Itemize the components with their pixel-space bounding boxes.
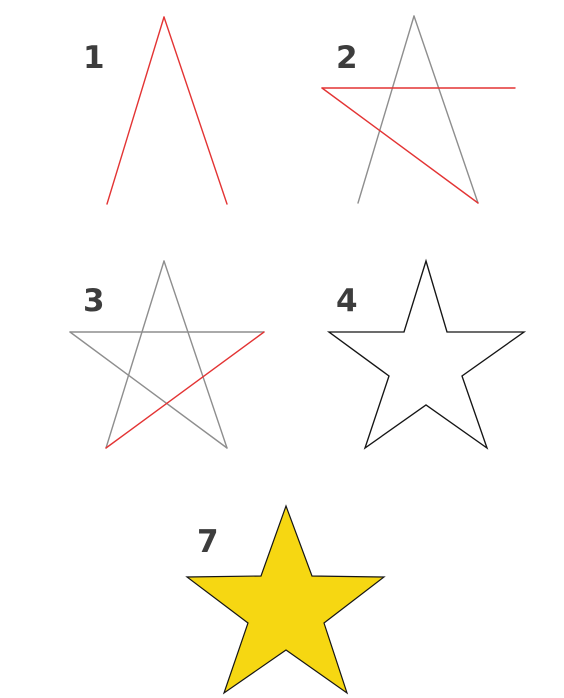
- step-1-panel: 1: [83, 16, 228, 205]
- step-1-left-line: [106, 16, 165, 205]
- step-2-existing-left-line: [357, 15, 415, 204]
- step-3-panel: 3: [69, 260, 265, 449]
- step-3-final-diagonal-line: [105, 331, 265, 449]
- step-2-diagonal-line: [321, 87, 479, 204]
- step-2-number: 2: [336, 40, 358, 76]
- step-1-number: 1: [83, 40, 105, 76]
- step-2-existing-right-line: [413, 15, 479, 204]
- step-3-existing-diagonal-line: [69, 331, 228, 449]
- step-7-panel: 7: [185, 504, 386, 695]
- step-1-right-line: [163, 16, 228, 205]
- step-4-panel: 4: [326, 258, 527, 450]
- step-3-existing-right-line: [163, 260, 228, 449]
- step-7-number: 7: [197, 524, 219, 560]
- step-4-number: 4: [336, 283, 358, 319]
- step-3-number: 3: [83, 283, 105, 319]
- step-7-filled-star: [185, 504, 386, 695]
- step-4-star-outline: [326, 258, 527, 450]
- step-2-panel: 2: [321, 15, 516, 204]
- step-3-existing-left-line: [105, 260, 165, 449]
